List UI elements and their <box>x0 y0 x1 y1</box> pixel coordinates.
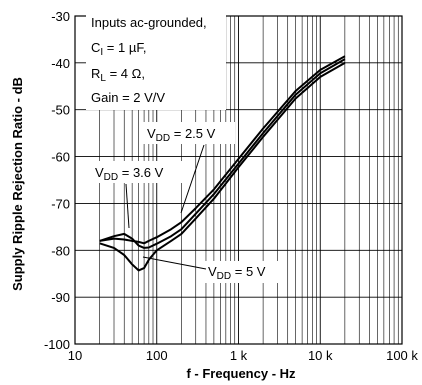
callout-leader <box>125 183 130 229</box>
series-line-3 <box>99 62 346 272</box>
conditions-line-1: Inputs ac-grounded, <box>91 15 207 30</box>
plot-frame <box>74 15 403 345</box>
y-tick-label: -90 <box>51 290 70 305</box>
x-tick-label: 10 <box>68 348 82 363</box>
callout-leader <box>142 256 207 270</box>
y-axis-label: Supply Ripple Rejection Ratio - dB <box>10 77 25 291</box>
x-tick-label: 100 k <box>386 348 418 363</box>
conditions-line-4: Gain = 2 V/V <box>91 90 165 105</box>
x-tick-labels: 10 100 1 k 10 k 100 k <box>68 348 419 363</box>
callout-leader <box>180 144 205 214</box>
conditions-annotation: Inputs ac-grounded, CI = 1 µF, RL = 4 Ω,… <box>86 15 226 110</box>
y-tick-label: -100 <box>44 337 70 352</box>
y-tick-label: -30 <box>51 9 70 24</box>
series-label-vdd-2-5: VDD = 2.5 V <box>147 126 216 144</box>
series-label-vdd-5: VDD = 5 V <box>208 264 266 282</box>
x-axis-label: f - Frequency - Hz <box>186 366 296 381</box>
y-tick-label: -50 <box>51 103 70 118</box>
y-tick-labels: -30 -40 -50 -60 -70 -80 -90 -100 <box>44 9 70 352</box>
callout-background <box>143 122 235 144</box>
callout-vdd-3-6: VDD = 3.6 V <box>91 161 183 229</box>
y-tick-label: -70 <box>51 196 70 211</box>
x-tick-label: 10 k <box>308 348 333 363</box>
series-line-2 <box>99 58 346 249</box>
y-tick-label: -60 <box>51 150 70 165</box>
x-tick-label: 100 <box>146 348 168 363</box>
series-label-vdd-3-6: VDD = 3.6 V <box>95 165 164 183</box>
y-tick-label: -40 <box>51 56 70 71</box>
conditions-line-3: RL = 4 Ω, <box>91 66 145 84</box>
callout-background <box>204 261 284 283</box>
callout-vdd-2-5: VDD = 2.5 V <box>143 122 235 214</box>
callout-vdd-5: VDD = 5 V <box>142 256 284 283</box>
conditions-line-2: CI = 1 µF, <box>91 40 146 58</box>
conditions-background <box>86 15 226 110</box>
callout-background <box>91 161 183 183</box>
y-tick-label: -80 <box>51 243 70 258</box>
series-line-1 <box>99 55 346 245</box>
series-lines <box>99 55 346 272</box>
x-tick-label: 1 k <box>230 348 248 363</box>
